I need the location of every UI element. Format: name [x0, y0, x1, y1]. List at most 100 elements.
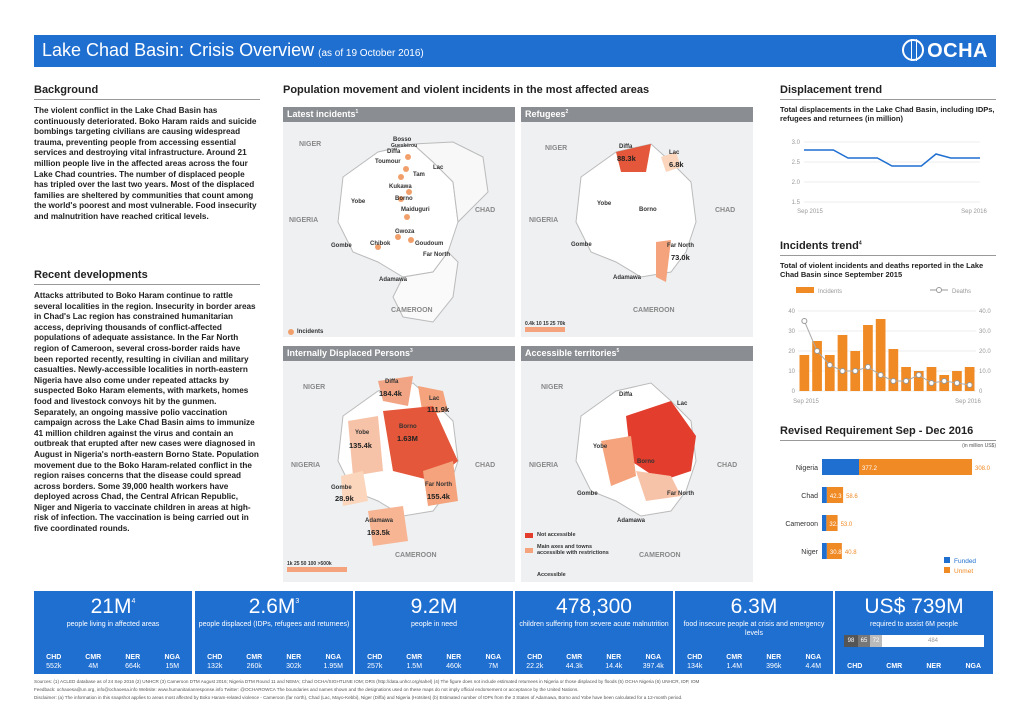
deaths-point	[890, 378, 897, 384]
legend-label: Accessible	[537, 572, 566, 578]
kpi-country: CMR 260k	[246, 654, 263, 670]
legend-swatch	[796, 287, 814, 293]
kpi-breakdown: CHD 257k CMR 1.5M NER 460k NGA 7M	[355, 653, 513, 671]
deaths-point	[826, 362, 833, 368]
idp-value: 155.4k	[427, 492, 450, 501]
map-legend: Incidents	[297, 329, 324, 335]
unmet-label: 377.2	[862, 466, 878, 472]
region-label: Borno	[637, 459, 655, 465]
region-label: Yobe	[355, 430, 370, 436]
funded-bar	[822, 487, 827, 503]
category-label: Chad	[801, 493, 818, 500]
country-label: CAMEROON	[391, 307, 433, 314]
kpi-number: 478,300	[556, 595, 632, 618]
region-label: Diffa	[619, 392, 633, 398]
region-label: Diffa	[619, 144, 633, 150]
country-label: NIGERIA	[529, 217, 559, 224]
map-title: Accessible territories5	[521, 346, 753, 361]
kpi-country: CHD 132k	[207, 654, 223, 670]
region-label: Yobe	[593, 444, 608, 450]
region-label: Lac	[669, 150, 680, 156]
country-label: NIGERIA	[291, 462, 321, 469]
funding-bar: 98 65 72 484	[844, 635, 984, 647]
kpi-country: NER 664k	[125, 654, 141, 670]
kpi-3: 9.2M people in need CHD 257k CMR 1.5M NER 460k N…	[355, 591, 513, 674]
deaths-point	[903, 378, 910, 384]
y-tick-label-right: 20.0	[979, 349, 991, 355]
region-label: Far North	[425, 482, 452, 488]
idp-value: 28.9k	[335, 494, 354, 503]
kpi-country: NGA 7M	[485, 654, 502, 670]
region-label: Yobe	[351, 199, 366, 205]
legend-label: Main axes and towns accessible with rest…	[537, 544, 609, 556]
footer-feedback: Feedback: ochaoesa@un.org, info@ochaoesa…	[34, 687, 579, 692]
kpi-country: NGA 4.4M	[805, 654, 822, 670]
kpi-6: US$ 739M required to assist 6M people 98 65…	[835, 591, 993, 674]
map-title: Refugees2	[521, 107, 753, 122]
kpi-country: CMR 1.5M	[406, 654, 423, 670]
unmet-label: 32.0	[829, 522, 841, 528]
map-latest-incidents: Latest incidents1 NIGER NIGERIA CHAD CAM…	[283, 107, 515, 337]
page-title: Lake Chad Basin: Crisis Overview	[42, 40, 315, 60]
kpi-breakdown: CHD 22.2k CMR 44.3k NER 14.4k NGA 397.4k	[515, 653, 673, 671]
total-label: 308.0	[975, 466, 991, 472]
footer: Sources: (1) ACLED database as of 24 Sep…	[34, 678, 996, 702]
deaths-point	[915, 372, 922, 378]
city-label: Chibok	[370, 241, 391, 247]
city-label: Goudoum	[415, 241, 444, 247]
kpi-description: children suffering from severe acute mal…	[519, 621, 669, 628]
un-emblem-icon	[902, 39, 925, 61]
kpi-number: 6.3M	[730, 595, 778, 618]
ocha-logo: OCHA	[902, 39, 988, 63]
kpi-country: CHD 22.2k	[526, 654, 544, 670]
deaths-point	[814, 348, 821, 354]
deaths-point	[877, 372, 884, 378]
map-legend: 1k 25 50 100 >500k	[287, 561, 332, 567]
deaths-point	[966, 382, 973, 388]
y-tick-label-right: 0	[979, 389, 983, 395]
title-bar: Lake Chad Basin: Crisis Overview (as of 1…	[34, 35, 996, 67]
incident-bar	[888, 349, 899, 391]
kpi-country: CHD 552k	[46, 654, 62, 670]
kpi-number: 21M4	[90, 595, 136, 618]
city-label: Gwoza	[395, 229, 415, 235]
recent-heading: Recent developments	[34, 269, 260, 285]
country-label: NIGER	[303, 384, 326, 391]
footer-disclaimer: Disclaimer: (a) The information in this …	[34, 695, 683, 700]
country-label: CAMEROON	[395, 552, 437, 559]
y-tick-label: 2.0	[792, 180, 801, 186]
deaths-point	[953, 380, 960, 386]
refugee-value: 88.3k	[617, 154, 636, 163]
total-label: 53.0	[841, 522, 853, 528]
region-label: Diffa	[387, 149, 401, 155]
incident-bar	[824, 355, 835, 391]
map-shapes	[525, 143, 697, 332]
region-label: Adamawa	[613, 275, 642, 281]
footer-sources: Sources: (1) ACLED database as of 24 Sep…	[34, 679, 700, 684]
region-label: Far North	[667, 243, 694, 249]
recent-text: Attacks attributed to Boko Haram continu…	[34, 291, 259, 534]
incident-bar	[964, 367, 975, 391]
incident-bar	[875, 319, 886, 391]
kpi-breakdown: CHD 134k CMR 1.4M NER 396k NGA 4.4M	[675, 653, 833, 671]
y-tick-label-right: 40.0	[979, 309, 991, 315]
map-shapes	[287, 376, 459, 572]
funded-bar	[822, 543, 827, 559]
displacement-section: Displacement trend Total displacements i…	[780, 84, 996, 222]
region-label: Borno	[395, 196, 413, 202]
x-tick-label: Sep 2016	[955, 399, 981, 405]
funded-bar	[822, 459, 860, 475]
maps-section: Population movement and violent incident…	[283, 84, 755, 99]
kpi-breakdown: CHD 132k CMR 260k NER 302k NGA 1.95M	[195, 653, 353, 671]
legend-label: Funded	[954, 558, 976, 565]
y-tick-label: 20	[788, 349, 795, 355]
map-shapes	[525, 382, 697, 553]
incidents-heading: Incidents trend4	[780, 240, 996, 256]
refugee-value: 73.0k	[671, 253, 690, 262]
region-label: Far North	[423, 252, 450, 258]
region-label: Adamawa	[617, 518, 646, 524]
page-date: (as of 19 October 2016)	[318, 48, 424, 59]
unmet-label: 30.8	[830, 550, 842, 556]
kpi-breakdown: CHD 552k CMR 4M NER 664k NGA 15M	[34, 653, 192, 671]
idp-value: 111.9k	[427, 405, 450, 414]
